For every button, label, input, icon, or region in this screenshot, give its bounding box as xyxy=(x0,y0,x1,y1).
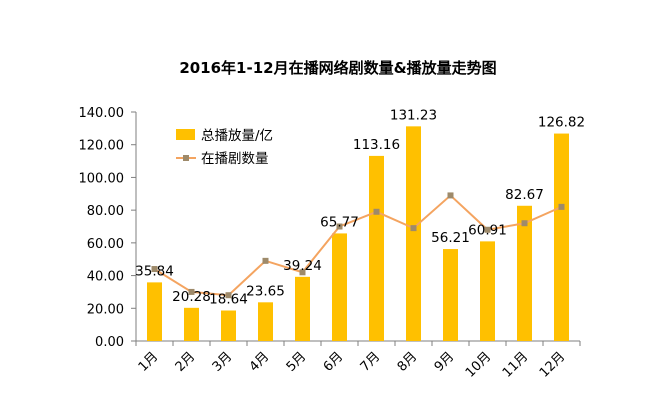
bar xyxy=(184,307,199,341)
line-point xyxy=(151,266,158,273)
x-tick-label: 5月 xyxy=(284,349,310,375)
legend-bar-swatch xyxy=(176,129,195,140)
line-path xyxy=(153,194,562,297)
legend-line-label: 在播剧数量 xyxy=(201,151,269,167)
line-point xyxy=(262,257,269,264)
bar xyxy=(258,302,273,341)
bar xyxy=(443,249,458,341)
y-tick-label: 80.00 xyxy=(87,204,124,219)
legend: 总播放量/亿 在播剧数量 xyxy=(176,128,273,167)
line-point xyxy=(447,192,454,199)
x-tick-label: 11月 xyxy=(500,349,531,380)
line-point xyxy=(225,292,232,299)
x-tick-label: 9月 xyxy=(432,349,458,375)
line-point xyxy=(299,269,306,276)
bar xyxy=(332,233,347,341)
y-axis-ticks: 0.00 20.00 40.00 60.00 80.00 100.00 120.00 140.… xyxy=(79,106,136,350)
bar-data-label: 39.24 xyxy=(283,258,322,274)
bar xyxy=(554,133,569,341)
line-point xyxy=(373,208,380,215)
chart-title: 2016年1-12月在播网络剧数量&播放量走势图 xyxy=(179,59,496,77)
x-tick-label: 12月 xyxy=(537,349,568,380)
bar xyxy=(147,282,162,341)
x-tick-label: 3月 xyxy=(210,349,236,375)
bar xyxy=(517,205,532,341)
x-tick-label: 6月 xyxy=(321,349,347,375)
y-tick-label: 20.00 xyxy=(87,302,124,317)
bar-data-label: 113.16 xyxy=(353,137,400,153)
line-point xyxy=(558,203,565,210)
line-point xyxy=(188,288,195,295)
bar xyxy=(480,241,495,341)
bar-data-label: 131.23 xyxy=(390,107,437,123)
bar-data-label: 20.28 xyxy=(172,289,211,305)
y-tick-label: 60.00 xyxy=(87,237,124,252)
x-tick-label: 10月 xyxy=(463,349,494,380)
x-tick-label: 1月 xyxy=(136,349,162,375)
bar-data-label: 56.21 xyxy=(431,230,470,246)
y-tick-label: 40.00 xyxy=(87,270,124,285)
legend-line-marker xyxy=(183,155,189,161)
bar xyxy=(295,276,310,341)
x-tick-label: 8月 xyxy=(395,349,421,375)
bar-data-label: 82.67 xyxy=(505,187,544,203)
y-tick-label: 140.00 xyxy=(79,106,125,121)
bar-series xyxy=(147,126,569,341)
bar-data-label: 35.84 xyxy=(135,263,174,279)
line-series xyxy=(151,192,565,299)
x-tick-label: 2月 xyxy=(173,349,199,375)
line-point xyxy=(410,225,417,232)
y-tick-label: 0.00 xyxy=(95,335,124,350)
line-point xyxy=(521,220,528,227)
bar-data-label: 126.82 xyxy=(538,115,585,131)
x-axis-ticks: 1月 2月 3月 4月 5月 6月 7月 8月 9月 10月 11月 12月 xyxy=(135,341,581,381)
legend-bar-label: 总播放量/亿 xyxy=(201,128,273,144)
bar-data-label: 65.77 xyxy=(320,214,359,230)
bar-data-label: 23.65 xyxy=(246,283,285,299)
bar xyxy=(369,155,384,341)
bar xyxy=(406,126,421,341)
bar-data-label: 60.91 xyxy=(468,222,507,238)
x-tick-label: 7月 xyxy=(358,349,384,375)
x-tick-label: 4月 xyxy=(247,349,273,375)
bar xyxy=(221,310,236,341)
line-point xyxy=(484,226,491,233)
line-point xyxy=(336,223,343,230)
y-tick-label: 120.00 xyxy=(79,139,125,154)
y-tick-label: 100.00 xyxy=(79,171,125,186)
bar-data-label: 18.64 xyxy=(209,292,248,308)
